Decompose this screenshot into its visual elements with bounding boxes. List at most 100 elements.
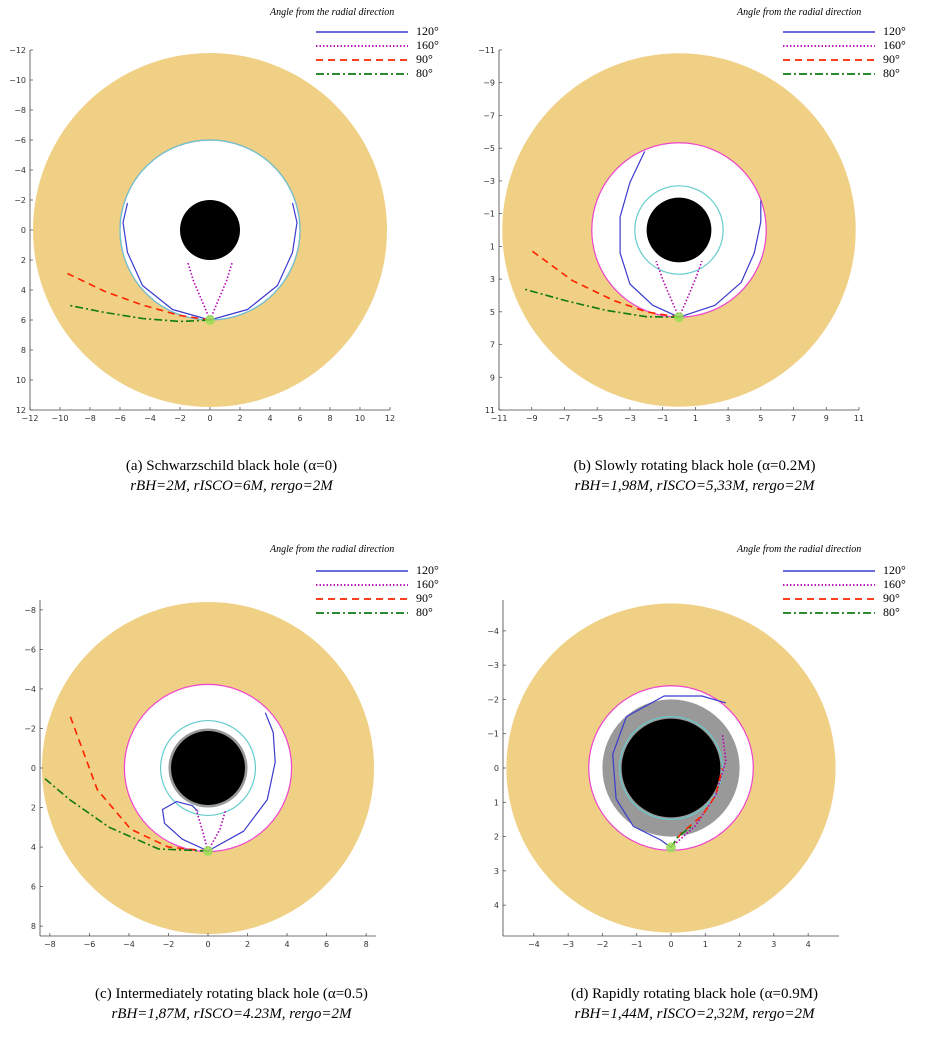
- caption-c: (c) Intermediately rotating black hole (…: [0, 984, 463, 1024]
- param-rbh: rBH=1,87M: [111, 1006, 187, 1022]
- emitter-point: [203, 846, 213, 857]
- legend-swatch: [316, 73, 408, 75]
- x-tick-label: −1: [631, 940, 643, 949]
- param-rbh: rBH=1,98M: [574, 478, 650, 494]
- trajectory-90deg: [68, 714, 209, 852]
- caption-d: (d) Rapidly rotating black hole (α=0.9M)…: [463, 984, 926, 1024]
- y-tick-label: −3: [483, 177, 495, 186]
- param-rergo: rergo=2M: [752, 1006, 815, 1022]
- legend-label: 90°: [883, 52, 900, 66]
- y-tick-label: 6: [31, 883, 36, 892]
- legend-label: 120°: [883, 563, 906, 577]
- x-tick-label: 2: [245, 940, 250, 949]
- y-tick-label: −9: [483, 79, 495, 88]
- x-tick-label: 3: [771, 940, 776, 949]
- caption-title: (d) Rapidly rotating black hole (α=0.9M): [570, 986, 819, 1002]
- x-tick-label: 1: [693, 414, 698, 423]
- legend-swatch: [316, 570, 408, 572]
- x-tick-label: −2: [174, 414, 186, 423]
- legend-label: 160°: [416, 577, 439, 591]
- x-tick-label: −6: [84, 940, 96, 949]
- panel-c: −8 −6 −4 −2 0 2 4 6 8 −8 −6 −4 −2 0 2 4 6 8 Angle from th…: [0, 520, 463, 1040]
- legend-label: 80°: [416, 605, 433, 619]
- x-tick-label: 8: [364, 940, 369, 949]
- emitter-point: [666, 842, 676, 853]
- param-risco: rISCO=6M: [193, 478, 263, 494]
- x-tick-label: 0: [668, 940, 673, 949]
- x-tick-label: −9: [526, 414, 538, 423]
- y-tick-label: −10: [9, 76, 26, 85]
- y-tick-label: −5: [483, 144, 495, 153]
- legend-title: Angle from the radial direction: [737, 544, 862, 555]
- legend-swatch: [783, 31, 875, 33]
- trajectory-90deg: [670, 767, 724, 848]
- param-rergo: rergo=2M: [289, 1006, 352, 1022]
- x-tick-label: 7: [791, 414, 796, 423]
- y-tick-label: −2: [487, 695, 499, 704]
- y-tick-label: −12: [9, 46, 26, 55]
- x-tick-label: 0: [207, 414, 212, 423]
- trajectory-120deg: [209, 202, 298, 321]
- legend-entry: 90°: [783, 52, 923, 67]
- trajectory-160deg: [195, 809, 209, 852]
- legend-swatch: [783, 59, 875, 61]
- legend: 120° 160° 90° 80°: [783, 24, 923, 81]
- y-tick-label: 0: [494, 764, 499, 773]
- param-risco: rISCO=4.23M: [193, 1006, 282, 1022]
- x-tick-label: 2: [737, 940, 742, 949]
- caption-a: (a) Schwarzschild black hole (α=0) rBH=2…: [0, 456, 463, 496]
- trajectory-80deg: [67, 304, 211, 323]
- y-tick-label: 5: [490, 308, 495, 317]
- panel-b: −11 −9 −7 −5 −3 −1 1 3 5 7 9 11 −11 −9 −7 −5 −3 −1 1 3 5 7 9 11…: [463, 0, 926, 520]
- y-tick-label: 2: [21, 256, 26, 265]
- y-tick-label: −3: [487, 661, 499, 670]
- y-tick-label: 6: [21, 316, 26, 325]
- x-tick-label: 4: [285, 940, 290, 949]
- param-rbh: rBH=1,44M: [574, 1006, 650, 1022]
- legend-entry: 90°: [316, 52, 456, 67]
- param-rergo: rergo=2M: [752, 478, 815, 494]
- legend-label: 90°: [883, 591, 900, 605]
- param-rbh: rBH=2M: [130, 478, 187, 494]
- x-tick-label: −10: [52, 414, 69, 423]
- trajectory-160deg: [186, 261, 211, 321]
- x-tick-label: −5: [591, 414, 603, 423]
- x-tick-label: 6: [324, 940, 329, 949]
- caption-b: (b) Slowly rotating black hole (α=0.2M) …: [463, 456, 926, 496]
- legend-entry: 160°: [316, 577, 456, 592]
- legend-swatch: [316, 45, 408, 47]
- caption-title: (a) Schwarzschild black hole (α=0): [125, 458, 338, 474]
- legend-swatch: [783, 598, 875, 600]
- legend-entry: 120°: [783, 24, 923, 39]
- x-tick-label: −7: [559, 414, 571, 423]
- isco-ring: [159, 719, 257, 817]
- legend-swatch: [783, 612, 875, 614]
- y-tick-label: 2: [494, 833, 499, 842]
- x-tick-label: −4: [528, 940, 540, 949]
- emitter-point: [205, 315, 215, 325]
- y-tick-label: 0: [21, 226, 26, 235]
- plot-a: −12 −10 −8 −6 −4 −2 0 2 4 6 8 10 12−12−10−8−6−4−2024…: [9, 46, 395, 423]
- trajectory-120deg: [207, 712, 276, 852]
- legend-label: 160°: [416, 38, 439, 52]
- x-tick-label: 9: [824, 414, 829, 423]
- x-tick-label: 1: [703, 940, 708, 949]
- trajectory-80deg: [523, 288, 680, 318]
- y-tick-label: −2: [24, 724, 36, 733]
- legend-swatch: [316, 584, 408, 586]
- plot-c: −8 −6 −4 −2 0 2 4 6 8 −8 −6 −4 −2 0 2 4 6 8: [24, 600, 376, 949]
- x-tick-label: 4: [267, 414, 272, 423]
- legend-entry: 80°: [783, 605, 923, 620]
- trajectory-80deg: [43, 777, 209, 852]
- x-tick-label: 3: [726, 414, 731, 423]
- plot-d: −4 −3 −2 −1 0 1 2 3 4 −4 −3 −2 −1 0 1 2 3 4: [487, 600, 839, 949]
- y-tick-label: −6: [14, 136, 26, 145]
- panel-d: −4 −3 −2 −1 0 1 2 3 4 −4 −3 −2 −1 0 1 2 3 4 Angle from th…: [463, 520, 926, 1040]
- emitter-point: [674, 312, 684, 323]
- y-tick-label: −8: [24, 606, 36, 615]
- y-tick-label: 11: [485, 406, 495, 415]
- trajectory-160deg: [209, 261, 234, 321]
- y-tick-label: 2: [31, 804, 36, 813]
- y-tick-label: −4: [487, 627, 499, 636]
